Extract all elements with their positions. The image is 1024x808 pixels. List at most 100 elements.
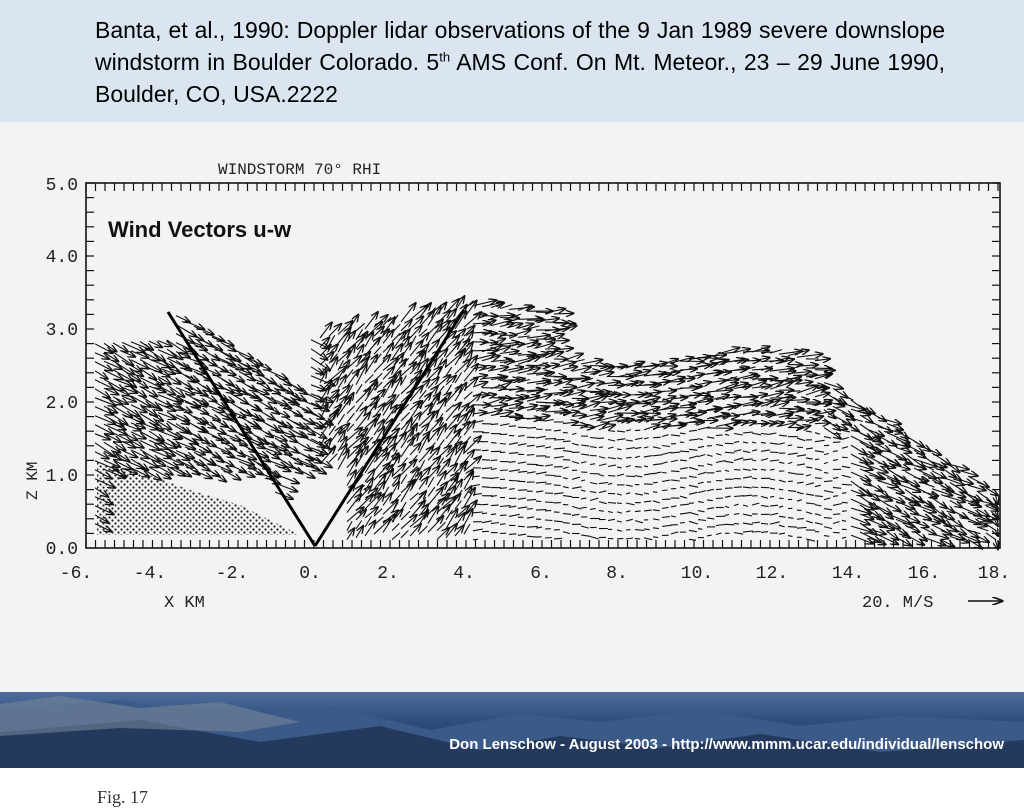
wind-vector [554, 448, 565, 449]
wind-vector [419, 344, 428, 354]
wind-vector [221, 370, 236, 375]
wind-vector [248, 404, 261, 411]
wind-vector [491, 315, 514, 317]
wind-vector [536, 472, 547, 474]
wind-vector [590, 464, 595, 465]
wind-vector [788, 409, 802, 410]
x-tick-label: 12. [756, 564, 788, 584]
wind-vector [653, 447, 661, 449]
wind-vector [608, 512, 613, 513]
figure-caption: Fig. 17 [97, 787, 148, 808]
wind-vector [806, 412, 820, 413]
x-tick-label: -4. [134, 564, 166, 584]
wind-vector [635, 476, 642, 477]
wind-vector [680, 378, 694, 379]
wind-vector [797, 482, 804, 483]
wind-vector [482, 487, 491, 488]
wind-vector [599, 372, 613, 375]
wind-vector [662, 462, 668, 464]
wind-vector [518, 444, 526, 446]
wind-vector [446, 486, 455, 502]
wind-vector [428, 386, 438, 397]
wind-vector [797, 492, 804, 494]
wind-vector [662, 372, 680, 374]
x-tick-label: 8. [606, 564, 628, 584]
wind-vector [698, 455, 705, 457]
wind-vector [878, 418, 901, 424]
wind-vector [392, 475, 400, 486]
wind-vector [536, 491, 543, 492]
wind-vector [95, 398, 115, 406]
wind-vector [203, 431, 224, 441]
wind-vector [464, 301, 474, 310]
wind-vector [824, 491, 833, 493]
wind-vector [365, 507, 378, 518]
wind-vector [356, 510, 366, 520]
wind-vector [662, 480, 670, 481]
wind-vector [428, 443, 435, 452]
wind-vector [464, 436, 481, 453]
wind-vector [689, 449, 697, 450]
wind-vector [176, 460, 194, 468]
wind-vector [545, 411, 567, 412]
wind-vector [590, 508, 596, 509]
x-tick-label: -2. [216, 564, 248, 584]
wind-vector [995, 512, 998, 517]
wind-vector [707, 535, 712, 536]
wind-vector [770, 488, 775, 489]
wind-vector [680, 496, 687, 498]
wind-vector [509, 453, 518, 454]
wind-vector [635, 395, 652, 396]
wind-vector [725, 470, 729, 471]
wind-vector [815, 400, 832, 406]
wind-vector [941, 513, 954, 520]
wind-vector [473, 512, 483, 513]
wind-vector [545, 520, 552, 521]
wind-vector [248, 377, 265, 384]
wind-vector [491, 478, 499, 479]
wind-vector [419, 526, 428, 534]
wind-vector [266, 406, 279, 414]
wind-vector [734, 513, 739, 514]
wind-vector [464, 326, 475, 336]
wind-vector [698, 520, 706, 521]
wind-vector [446, 299, 459, 313]
wind-vector [365, 374, 373, 383]
wind-vector [626, 493, 630, 494]
wind-vector [545, 419, 554, 421]
wind-vector [509, 462, 516, 463]
wind-vector [707, 355, 726, 356]
wind-vector [905, 516, 919, 522]
wind-vector [860, 424, 880, 439]
wind-vector [806, 431, 812, 432]
wind-vector [833, 522, 840, 524]
wind-vector [491, 424, 498, 425]
wind-vector [635, 494, 643, 496]
wind-vector [320, 367, 327, 374]
wind-vector [617, 503, 622, 504]
wind-vector [590, 438, 600, 439]
wind-vector [788, 400, 809, 401]
wind-vector [770, 460, 779, 461]
wind-vector [455, 513, 465, 527]
wind-vector [689, 492, 697, 494]
wind-vector [608, 447, 614, 449]
wind-vector [473, 375, 487, 378]
wind-vector [518, 368, 540, 373]
wind-vector [509, 489, 515, 490]
wind-vector [365, 312, 378, 329]
wind-vector [149, 368, 169, 376]
wind-vector [239, 353, 259, 366]
wind-vector [284, 443, 299, 453]
wind-vector [500, 444, 506, 445]
wind-vector [761, 450, 770, 452]
wind-vector [356, 485, 365, 493]
wind-vector [527, 499, 536, 500]
wind-vector [851, 490, 865, 495]
wind-vector [572, 415, 586, 416]
wind-vector [509, 353, 522, 354]
wind-vector [482, 450, 489, 451]
wind-vector [446, 352, 463, 367]
wind-vector [626, 519, 633, 521]
wind-vector [743, 531, 753, 532]
